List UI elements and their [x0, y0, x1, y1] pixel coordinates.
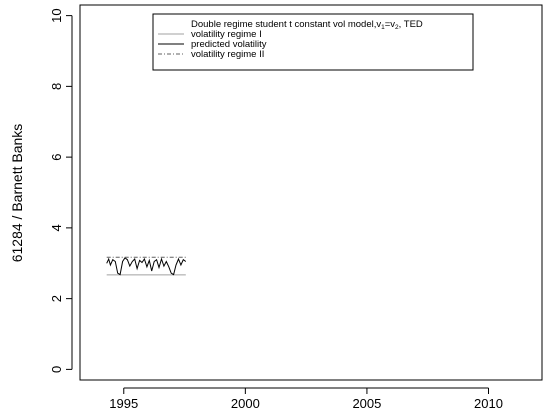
- legend-box: [152, 13, 474, 71]
- y-tick-label: 10: [49, 8, 64, 22]
- legend: Double regime student t constant vol mod…: [152, 13, 474, 71]
- y-tick-label: 4: [49, 224, 64, 231]
- x-tick-label: 2005: [352, 396, 381, 411]
- legend-entry-label: volatility regime I: [191, 29, 262, 40]
- legend-title: Double regime student t constant vol mod…: [191, 19, 423, 31]
- y-axis-label: 61284 / Barnett Banks: [9, 124, 25, 263]
- legend-entry-label: predicted volatility: [191, 39, 267, 50]
- y-tick-label: 2: [49, 295, 64, 302]
- y-tick-label: 0: [49, 366, 64, 373]
- series-layer: [106, 256, 187, 276]
- x-axis: 1995 2000 2005 2010: [109, 387, 503, 411]
- y-tick-label: 8: [49, 83, 64, 90]
- x-tick-label: 2000: [231, 396, 260, 411]
- legend-entry-label: volatility regime II: [191, 49, 264, 60]
- x-tick-label: 2010: [474, 396, 503, 411]
- y-axis: 0 2 4 6 8 10: [49, 8, 73, 373]
- x-tick-label: 1995: [109, 396, 138, 411]
- y-tick-label: 6: [49, 154, 64, 161]
- series-line-predicted-volatility: [106, 257, 187, 276]
- plot-frame: [79, 4, 543, 381]
